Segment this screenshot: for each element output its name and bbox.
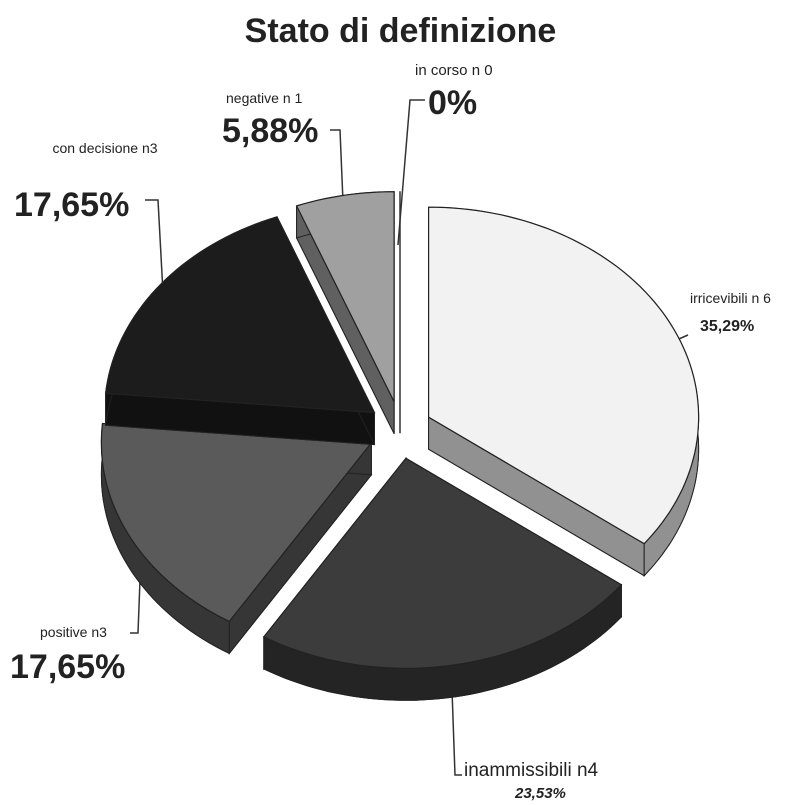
value-label: 17,65% [10,648,126,686]
leader-lines [130,99,689,776]
slice-label: inammissibili n4 [464,760,599,781]
leader-line [451,689,462,776]
slice-label: positive n3 [40,624,107,640]
value-label: 23,53% [515,785,566,802]
value-label: 35,29% [700,318,755,335]
chart-title: Stato di definizione [244,12,557,50]
slice [262,457,623,669]
value-label: 0% [428,84,478,122]
slice [104,216,376,414]
value-label: 17,65% [14,186,130,224]
leader-line [397,99,425,246]
slice [295,191,395,402]
slice [428,206,700,545]
value-label: 5,88% [222,112,319,150]
leader-line [130,579,141,634]
slice [100,422,373,623]
slice-label: irricevibili n 6 [690,290,771,306]
slice-label: in corso n 0 [415,62,493,79]
slice-label: con decisione n3 [52,140,158,156]
slice-label: negative n 1 [226,90,303,106]
